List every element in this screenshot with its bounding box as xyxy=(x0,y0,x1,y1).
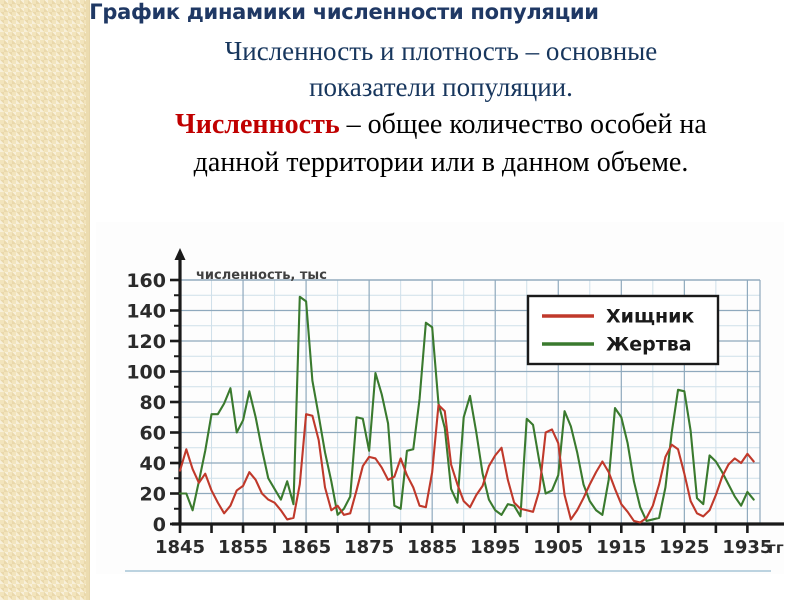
y-axis-ticks: 0 20 40 60 80 100 120 140 160 xyxy=(126,270,180,536)
definition-rest: – общее количество особей на xyxy=(339,109,707,140)
y-axis-caption: численность, тыс xyxy=(196,268,327,283)
decorative-strip-edge xyxy=(86,0,89,600)
y-axis-tick-label: 60 xyxy=(140,423,166,445)
population-dynamics-chart: 0 20 40 60 80 100 120 140 160 1845 1855 1865 1875 18… xyxy=(96,222,784,574)
x-axis-tick-label: 1845 xyxy=(155,537,205,558)
heading-line-1: Численность и плотность – основные xyxy=(224,36,658,66)
x-axis-tick-label: 1925 xyxy=(659,537,709,558)
x-axis-tick-label: 1935 xyxy=(722,537,772,558)
y-axis-tick-label: 0 xyxy=(153,514,166,536)
definition-line-1: Численность – общее количество особей на xyxy=(96,106,786,144)
data-series xyxy=(178,295,755,524)
slide-heading-block: Численность и плотность – основные показ… xyxy=(96,34,786,182)
legend-box xyxy=(526,294,720,366)
x-axis-tick-label: 1885 xyxy=(407,537,457,558)
x-axis-tick-label: 1875 xyxy=(344,537,394,558)
y-axis-tick-label: 40 xyxy=(140,453,166,475)
x-axis-tick-label: 1865 xyxy=(281,537,331,558)
legend-label: Жертва xyxy=(606,334,692,356)
heading-line-2: показатели популяции. xyxy=(309,72,573,102)
chart-card-underline xyxy=(125,570,771,572)
x-axis-tick-label: 1905 xyxy=(533,537,583,558)
series-line xyxy=(178,295,755,523)
chart-title: График динамики численности популяции xyxy=(89,0,599,24)
y-axis-tick-label: 20 xyxy=(140,484,166,506)
y-axis-tick-label: 160 xyxy=(126,270,166,292)
x-axis-unit-label: гг. xyxy=(768,539,784,557)
series-line xyxy=(178,404,755,524)
axes xyxy=(172,248,784,526)
y-axis-tick-label: 120 xyxy=(126,331,166,353)
x-axis-ticks: 1845 1855 1865 1875 1885 1895 1905 1915 1925 1935… xyxy=(155,524,784,558)
y-axis-tick-label: 100 xyxy=(126,362,166,384)
definition-term: Численность xyxy=(175,109,340,140)
chart-legend[interactable]: Хищник Жертва xyxy=(526,294,720,366)
x-axis-tick-label: 1895 xyxy=(470,537,520,558)
y-axis-tick-label: 80 xyxy=(140,392,166,414)
definition-line-2: данной территории или в данном объеме. xyxy=(193,147,689,178)
x-axis-tick-label: 1915 xyxy=(596,537,646,558)
decorative-left-strip xyxy=(0,0,90,600)
chart-card xyxy=(96,222,784,574)
legend-label: Хищник xyxy=(606,306,694,328)
y-axis-tick-label: 140 xyxy=(126,301,166,323)
x-axis-tick-label: 1855 xyxy=(218,537,268,558)
